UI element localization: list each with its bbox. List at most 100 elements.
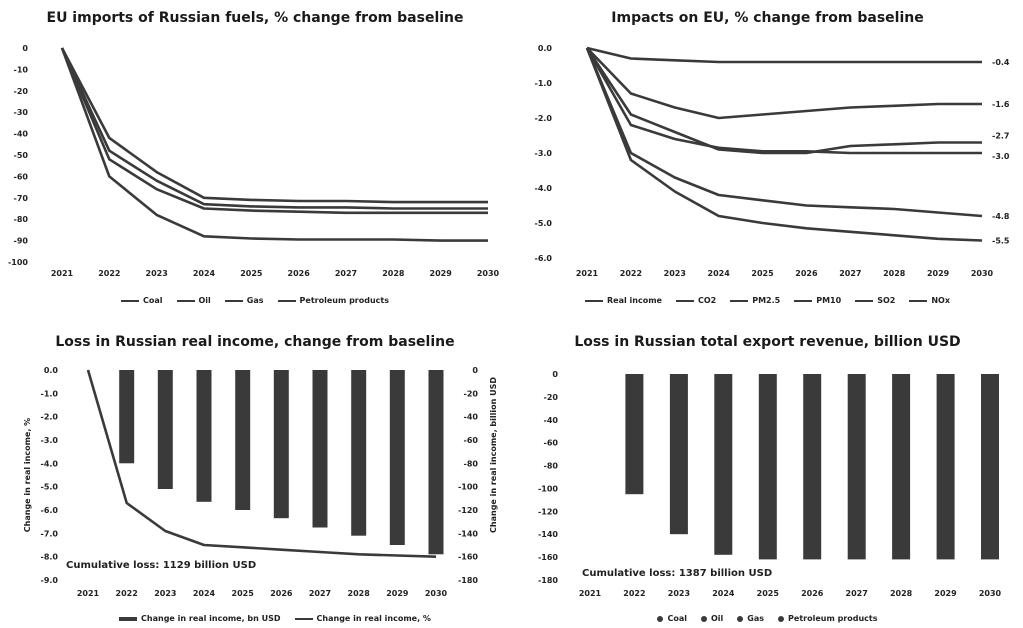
x-tick-label: 2023 — [146, 269, 168, 278]
y-tick-label-left: -4.0 — [41, 459, 59, 468]
series-line — [585, 47, 982, 155]
legend-label: Real income — [607, 296, 662, 305]
y-tick-label: -4.0 — [535, 184, 553, 193]
series-line — [585, 47, 982, 155]
y-tick-label-left: -9.0 — [41, 576, 59, 585]
russia-income-chart: 0.0 -1.0 -2.0 -3.0 -4.0 -5.0 -6.0 -7.0 -8.0 -9.0 0… — [23, 366, 498, 598]
legend-item: SO2 — [855, 296, 895, 305]
y-tick-label: -100 — [8, 258, 28, 267]
legend-item: NOx — [909, 296, 950, 305]
series-line — [585, 47, 983, 218]
bar — [892, 374, 911, 560]
x-tick-label: 2022 — [116, 589, 138, 598]
y-tick-label: -160 — [538, 553, 558, 562]
y-tick-label-right: -140 — [458, 529, 478, 538]
y-tick-label: -3.0 — [535, 149, 553, 158]
bar — [351, 370, 367, 536]
y-tick-label-right: -40 — [464, 413, 479, 422]
russia-income-panel: Loss in Russian real income, change from… — [0, 318, 510, 628]
bar — [235, 370, 251, 510]
legend-item: Oil — [701, 614, 723, 623]
y-tick-label-right: 0 — [472, 366, 478, 375]
legend-label: NOx — [931, 296, 950, 305]
x-tick-label: 2023 — [154, 589, 176, 598]
data-label: -0.4 — [992, 58, 1010, 67]
chart-title: EU imports of Russian fuels, % change fr… — [46, 10, 464, 26]
series-line — [586, 47, 982, 120]
legend-swatch — [909, 299, 928, 302]
x-tick-label: 2028 — [883, 269, 906, 278]
legend-label: Oil — [711, 614, 724, 623]
legend-swatch — [778, 615, 785, 622]
y-tick-label-left: -2.0 — [41, 413, 59, 422]
x-tick-label: 2021 — [576, 269, 599, 278]
x-tick-label: 2025 — [757, 589, 780, 598]
y-tick-label: -40 — [544, 416, 559, 425]
y-tick-label: -5.0 — [535, 219, 553, 228]
x-tick-label: 2028 — [348, 589, 371, 598]
x-tick-label: 2022 — [623, 589, 645, 598]
legend-label: PM10 — [816, 296, 842, 305]
bar — [669, 374, 688, 535]
legend-swatch — [675, 299, 694, 302]
bar — [936, 374, 955, 560]
series-line — [60, 47, 488, 204]
series-line — [86, 369, 437, 558]
russia-export-panel: Loss in Russian total export revenue, bi… — [512, 318, 1023, 628]
x-tick-label: 2027 — [839, 269, 861, 278]
x-tick-label: 2027 — [335, 269, 357, 278]
legend-swatch — [730, 299, 749, 302]
legend-label: Petroleum products — [788, 614, 878, 623]
y-tick-label-right: -80 — [464, 459, 479, 468]
eu-impacts-panel: Impacts on EU, % change from baseline 0.… — [512, 0, 1023, 314]
y-tick-label: -2.0 — [535, 114, 553, 123]
y-tick-label: -180 — [538, 576, 558, 585]
x-tick-label: 2028 — [382, 269, 405, 278]
legend-label: CO2 — [697, 296, 717, 305]
x-tick-label: 2024 — [708, 269, 731, 278]
legend-item: Oil — [176, 296, 211, 305]
y-tick-label-left: -6.0 — [41, 506, 59, 515]
legend-label: Petroleum products — [299, 296, 389, 305]
cumulative-loss-annotation: Cumulative loss: 1387 billion USD — [582, 568, 772, 579]
legend-item: PM10 — [794, 296, 841, 305]
chart-title: Loss in Russian real income, change from… — [55, 334, 455, 350]
x-tick-label: 2021 — [579, 589, 602, 598]
series-line — [586, 46, 982, 64]
legend-label: PM2.5 — [752, 296, 781, 305]
cumulative-loss-annotation: Cumulative loss: 1129 billion USD — [66, 560, 256, 571]
x-tick-label: 2030 — [425, 589, 448, 598]
y-tick-label-left: 0.0 — [44, 366, 59, 375]
legend-label: Coal — [667, 614, 687, 623]
y-tick-label: -10 — [14, 65, 29, 74]
x-tick-label: 2021 — [77, 589, 100, 598]
x-tick-label: 2030 — [477, 269, 500, 278]
russia-export-chart: 0 -20 -40 -60 -80 -100 -120 -140 -160 -180 2021 202… — [538, 370, 1002, 598]
bar — [389, 370, 405, 545]
legend-item: Change in real income, bn USD — [119, 614, 281, 623]
data-label: -3.0 — [992, 152, 1010, 161]
y-tick-label: -6.0 — [535, 254, 553, 263]
legend-label: SO2 — [877, 296, 896, 305]
chart-title: Impacts on EU, % change from baseline — [611, 10, 924, 26]
legend-swatch — [119, 616, 138, 621]
chart-legend: Coal Oil Gas Petroleum products — [512, 614, 1023, 623]
y-tick-label: -60 — [14, 172, 29, 181]
legend-label: Change in real income, % — [316, 614, 431, 623]
chart-legend: Coal Oil Gas Petroleum products — [0, 296, 510, 305]
legend-swatch — [224, 299, 243, 302]
legend-swatch — [737, 615, 744, 622]
x-tick-label: 2021 — [51, 269, 74, 278]
legend-item: Petroleum products — [277, 296, 389, 305]
y-tick-label: -70 — [14, 194, 29, 203]
bar — [625, 374, 644, 495]
y-tick-label: -20 — [14, 87, 29, 96]
y-axis-title-right: Change in real income, billion USD — [489, 377, 498, 533]
chart-legend: Change in real income, bn USD Change in r… — [40, 614, 510, 623]
eu-impacts-chart: 0.0 -1.0 -2.0 -3.0 -4.0 -5.0 -6.0 2021 2022 2023 2… — [535, 44, 1010, 278]
legend-item: Change in real income, % — [294, 614, 431, 623]
x-tick-label: 2027 — [309, 589, 331, 598]
data-label: -4.8 — [992, 212, 1010, 221]
legend-item: PM2.5 — [730, 296, 780, 305]
y-tick-label: -140 — [538, 530, 558, 539]
